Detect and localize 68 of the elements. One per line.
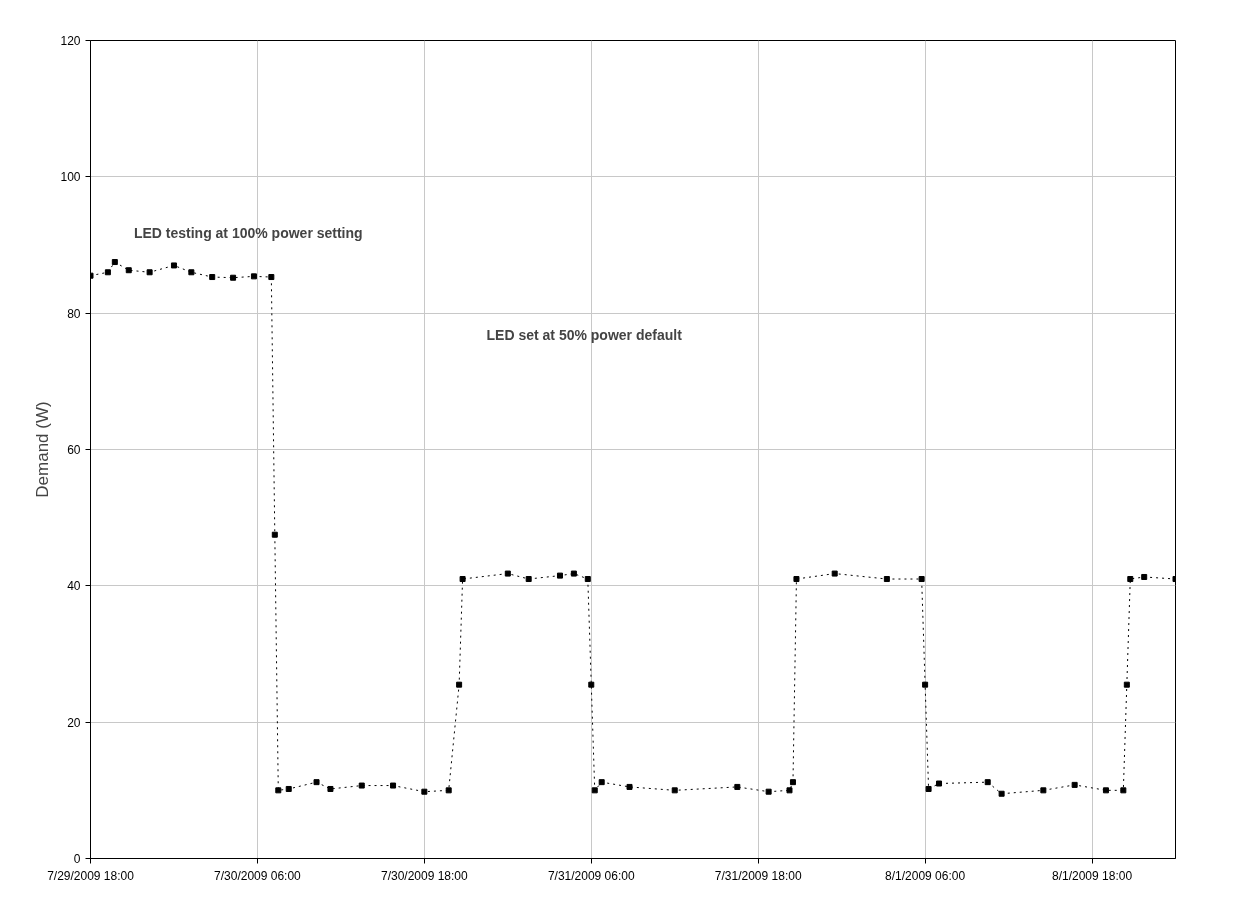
- point: [570, 570, 577, 577]
- point: [1120, 787, 1127, 794]
- x-tick-label: 8/1/2009 18:00: [1052, 868, 1133, 883]
- point: [170, 262, 177, 269]
- point: [188, 269, 195, 276]
- point: [146, 269, 153, 276]
- point: [1102, 787, 1109, 794]
- point: [271, 531, 278, 538]
- point: [125, 267, 132, 274]
- point: [598, 779, 605, 786]
- point: [390, 782, 397, 789]
- point: [1141, 573, 1148, 580]
- point: [925, 785, 932, 792]
- x-tick-label: 7/31/2009 06:00: [547, 868, 635, 883]
- point: [584, 576, 591, 583]
- x-tick-label: 7/29/2009 18:00: [47, 868, 135, 883]
- point: [421, 788, 428, 795]
- point: [358, 782, 365, 789]
- point: [1040, 787, 1047, 794]
- point: [734, 783, 741, 790]
- point: [268, 274, 275, 281]
- point: [459, 576, 466, 583]
- point: [313, 779, 320, 786]
- point: [104, 269, 111, 276]
- point: [275, 787, 282, 794]
- point: [936, 780, 943, 787]
- point: [525, 576, 532, 583]
- point: [918, 576, 925, 583]
- point: [591, 787, 598, 794]
- point: [626, 783, 633, 790]
- point: [230, 274, 237, 281]
- annotation: LED set at 50% power default: [486, 326, 683, 343]
- point: [789, 779, 796, 786]
- point: [793, 576, 800, 583]
- point: [671, 787, 678, 794]
- point: [209, 274, 216, 281]
- point: [883, 576, 890, 583]
- x-tick-label: 8/1/2009 06:00: [885, 868, 966, 883]
- y-tick-label: 40: [67, 579, 81, 594]
- point: [285, 785, 292, 792]
- point: [1127, 576, 1134, 583]
- point: [556, 572, 563, 579]
- point: [327, 785, 334, 792]
- point: [831, 570, 838, 577]
- point: [456, 681, 463, 688]
- point: [445, 787, 452, 794]
- point: [786, 787, 793, 794]
- y-tick-label: 20: [67, 715, 81, 730]
- y-tick-label: 80: [67, 306, 81, 321]
- y-tick-label: 100: [60, 170, 81, 185]
- x-tick-label: 7/30/2009 18:00: [380, 868, 469, 883]
- y-tick-label: 60: [67, 443, 81, 457]
- point: [250, 273, 257, 280]
- point: [504, 570, 511, 577]
- point: [998, 790, 1005, 797]
- y-tick-label: 0: [73, 852, 81, 866]
- point: [922, 681, 929, 688]
- point: [1123, 681, 1130, 688]
- point: [1071, 781, 1078, 788]
- annotation: LED testing at 100% power setting: [133, 224, 363, 241]
- point: [111, 259, 118, 266]
- y-axis-title: Demand (W): [33, 401, 53, 498]
- point: [588, 681, 595, 688]
- y-tick-label: 120: [60, 34, 81, 48]
- point: [765, 788, 772, 795]
- x-tick-label: 7/31/2009 18:00: [714, 868, 802, 883]
- point: [984, 779, 991, 786]
- x-tick-label: 7/30/2009 06:00: [214, 868, 302, 883]
